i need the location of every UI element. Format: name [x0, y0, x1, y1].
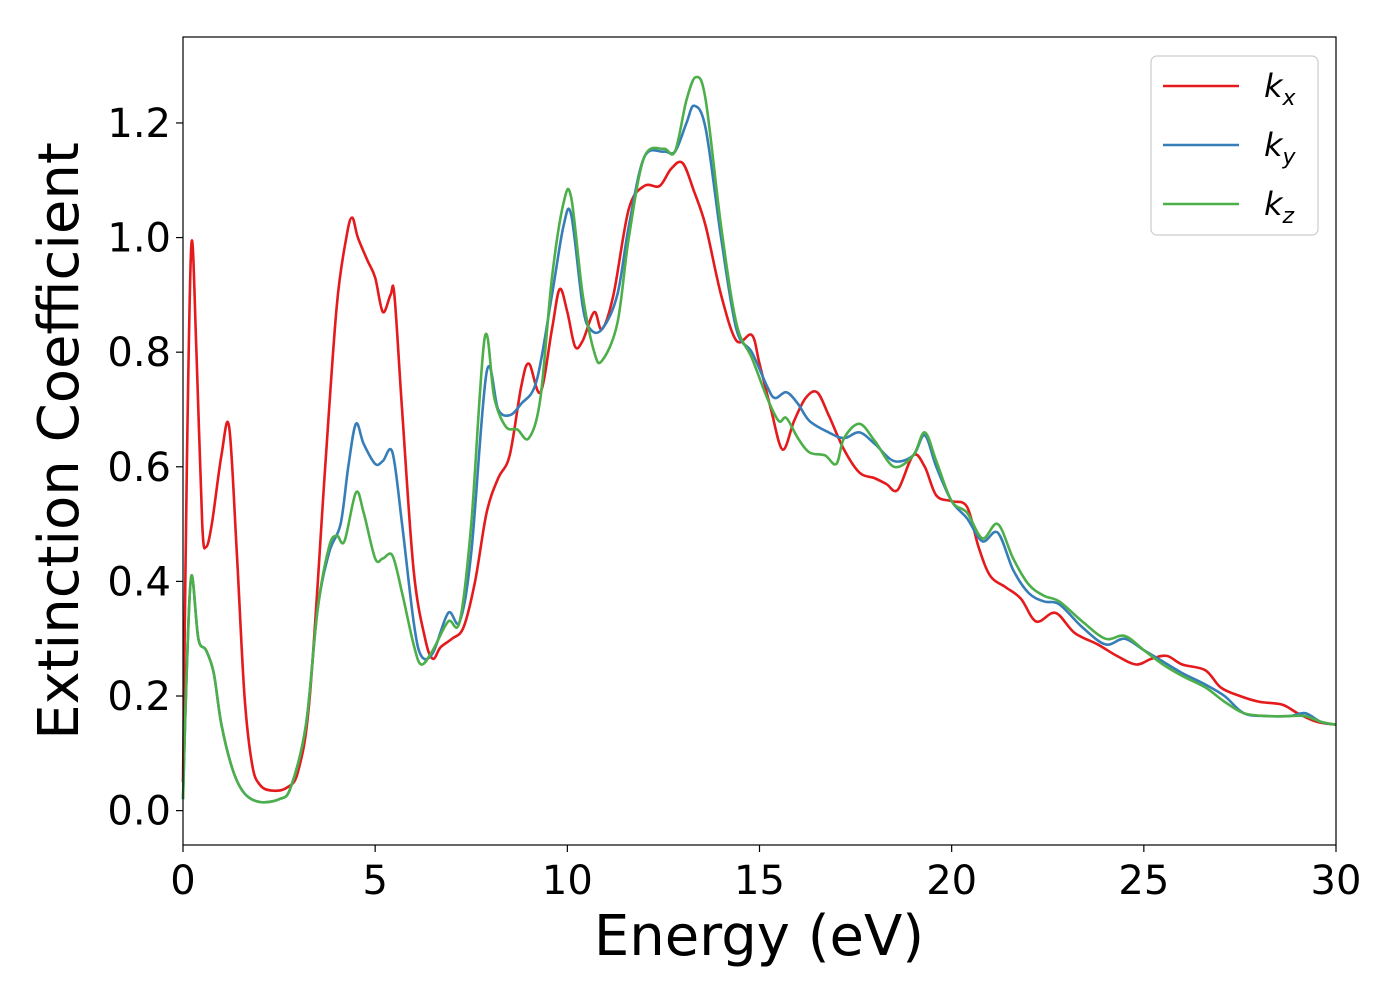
x-tick-label: 0: [170, 858, 195, 904]
x-tick-label: 25: [1118, 858, 1169, 904]
y-tick-label: 0.4: [107, 559, 171, 605]
x-tick-label: 15: [734, 858, 785, 904]
y-tick-label: 0.2: [107, 674, 171, 720]
legend-label-kz: kz: [1264, 185, 1295, 229]
y-tick-label: 0.6: [107, 445, 171, 491]
x-tick-label: 20: [926, 858, 977, 904]
y-tick-label: 1.0: [107, 216, 171, 262]
y-tick-label: 0.0: [107, 789, 171, 835]
x-tick-label: 30: [1311, 858, 1362, 904]
series-group: [181, 75, 1337, 804]
y-axis-label: Extinction Coefficient: [27, 142, 92, 740]
series-line-kx: [181, 160, 1337, 793]
x-axis: 0 5 10 15 20 25 30: [170, 845, 1361, 904]
x-axis-label: Energy (eV): [594, 904, 924, 969]
y-tick-label: 1.2: [107, 101, 171, 147]
x-tick-label: 5: [362, 858, 387, 904]
y-axis: 0.0 0.2 0.4 0.6 0.8 1.0 1.2: [107, 101, 183, 835]
series-line-kz: [181, 75, 1337, 804]
y-tick-label: 0.8: [107, 330, 171, 376]
x-tick-label: 10: [542, 858, 593, 904]
